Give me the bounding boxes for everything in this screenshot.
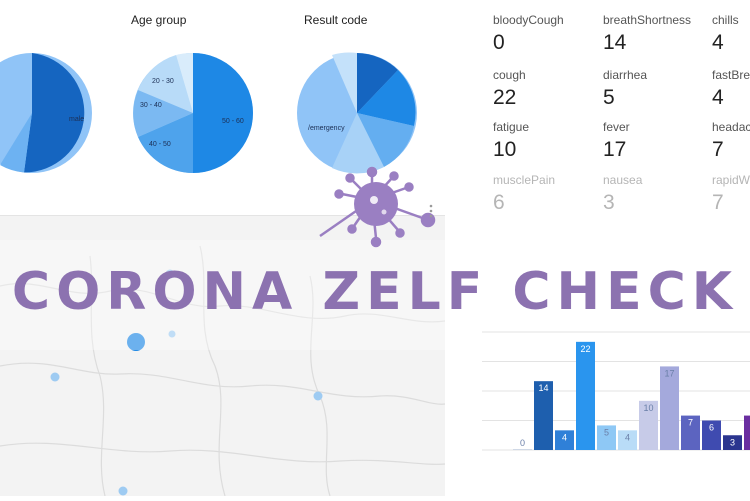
pie-label-emergency: /emergency bbox=[308, 125, 345, 132]
metric-headache: headach 7 bbox=[712, 120, 750, 162]
metric-value: 3 bbox=[603, 191, 615, 214]
metric-value: 22 bbox=[493, 86, 517, 109]
bar[interactable] bbox=[534, 381, 553, 450]
bar-value-label: 0 bbox=[520, 438, 525, 448]
pie-label-50-60: 50 - 60 bbox=[222, 118, 244, 125]
metric-label: nausea bbox=[603, 173, 643, 187]
metric-breathshortness: breathShortness 14 bbox=[603, 13, 708, 55]
bar[interactable] bbox=[597, 425, 616, 450]
metric-label: fever bbox=[603, 120, 630, 134]
metric-value: 7 bbox=[712, 138, 724, 161]
bar[interactable] bbox=[639, 400, 658, 450]
metric-musclepain: musclePain 6 bbox=[493, 173, 598, 215]
bar-value-label: 14 bbox=[538, 383, 548, 393]
pie-chart-age-group: 20 - 30 30 - 40 40 - 50 50 - 60 bbox=[132, 52, 254, 174]
bar-value-label: 7 bbox=[688, 418, 693, 428]
bar-value-label: 3 bbox=[730, 437, 735, 447]
pie-title-age-group: Age group bbox=[131, 13, 187, 27]
pie-label-20-30: 20 - 30 bbox=[152, 78, 174, 85]
metric-label: fatigue bbox=[493, 120, 530, 134]
bar[interactable] bbox=[576, 341, 595, 450]
metric-diarrhea: diarrhea 5 bbox=[603, 68, 708, 110]
pie-chart-result-code: /emergency bbox=[296, 52, 418, 174]
pie-title-result-code: Result code bbox=[304, 13, 368, 27]
metric-value: 7 bbox=[712, 191, 724, 214]
bar[interactable] bbox=[702, 420, 721, 451]
metric-fatigue: fatigue 10 bbox=[493, 120, 598, 162]
bar-value-label: 4 bbox=[562, 432, 567, 442]
metric-label: diarrhea bbox=[603, 68, 648, 82]
metric-nausea: nausea 3 bbox=[603, 173, 708, 215]
metric-bloodycough: bloodyCough 0 bbox=[493, 13, 598, 55]
metric-label: fastBrea bbox=[712, 68, 750, 82]
metric-rapidworsening: rapidWo 7 bbox=[712, 173, 750, 215]
metric-label: bloodyCough bbox=[493, 13, 564, 27]
metric-label: chills bbox=[712, 13, 739, 27]
bar-value-label: 4 bbox=[625, 432, 630, 442]
metric-value: 17 bbox=[603, 138, 627, 161]
bar[interactable] bbox=[618, 430, 637, 450]
pie-label-male: male bbox=[69, 116, 84, 123]
metric-label: cough bbox=[493, 68, 526, 82]
bar[interactable] bbox=[513, 449, 532, 450]
metric-fever: fever 17 bbox=[603, 120, 708, 162]
bar[interactable] bbox=[555, 430, 574, 450]
metric-value: 4 bbox=[712, 86, 724, 109]
metric-label: rapidWo bbox=[712, 173, 750, 187]
metric-label: breathShortness bbox=[603, 13, 692, 27]
metric-label: musclePain bbox=[493, 173, 556, 187]
bar-value-label: 17 bbox=[664, 368, 674, 378]
geo-map[interactable] bbox=[0, 215, 446, 497]
bar-chart: 0144225410177637 bbox=[470, 320, 750, 495]
metric-value: 4 bbox=[712, 31, 724, 54]
page-title: CORONA ZELF CHECK bbox=[11, 262, 739, 322]
bar-value-label: 5 bbox=[604, 427, 609, 437]
bar-value-label: 22 bbox=[580, 344, 590, 354]
pie-chart-gender: male bbox=[0, 52, 92, 174]
metric-value: 5 bbox=[603, 86, 615, 109]
metric-cough: cough 22 bbox=[493, 68, 598, 110]
bar-value-label: 6 bbox=[709, 423, 714, 433]
bar-value-label: 10 bbox=[643, 403, 653, 413]
bar[interactable] bbox=[681, 415, 700, 450]
metric-fastbreathing: fastBrea 4 bbox=[712, 68, 750, 110]
metric-label: headach bbox=[712, 120, 750, 134]
more-vert-icon[interactable] bbox=[428, 204, 434, 218]
metric-value: 10 bbox=[493, 138, 517, 161]
metric-value: 6 bbox=[493, 191, 505, 214]
pie-label-30-40: 30 - 40 bbox=[140, 102, 162, 109]
bar[interactable] bbox=[660, 366, 679, 450]
bar[interactable] bbox=[744, 415, 750, 450]
metric-chills: chills 4 bbox=[712, 13, 750, 55]
metric-value: 0 bbox=[493, 31, 505, 54]
bar[interactable] bbox=[723, 435, 742, 450]
pie-label-40-50: 40 - 50 bbox=[149, 141, 171, 148]
virus-icon bbox=[318, 164, 438, 254]
metric-value: 14 bbox=[603, 31, 627, 54]
bar-chart-svg: 0144225410177637 bbox=[482, 331, 750, 451]
